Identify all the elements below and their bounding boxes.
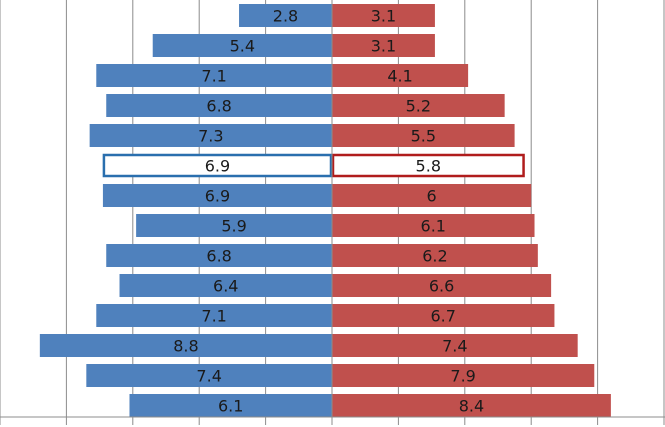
right-bar-value-label: 7.9 [450,367,475,386]
right-bar-value-label: 4.1 [387,67,412,86]
right-bar [332,4,435,27]
right-bar [332,184,532,207]
left-bar [129,394,332,417]
left-bar-value-label: 7.1 [201,307,226,326]
bars: 2.8 3.1 5.4 3.1 7.1 4.1 6.8 5.2 7.3 5.5 6.9 5.8 6.9 6… [39,4,611,417]
left-bar [119,274,333,297]
left-bar [86,364,332,387]
left-bar-highlighted [102,153,333,178]
right-bar-value-label: 7.4 [442,337,467,356]
left-bar-value-label: 5.9 [221,217,246,236]
right-bar [332,64,469,87]
left-bar-value-label: 6.8 [206,247,231,266]
left-bar [106,244,333,267]
left-bar [89,124,332,147]
right-bar-value-label: 5.5 [411,127,436,146]
right-bar [332,274,552,297]
left-bar-value-label: 2.8 [273,7,298,26]
left-bar-value-label: 7.4 [196,367,221,386]
left-bar-value-label: 6.4 [213,277,238,296]
right-bar [332,124,515,147]
left-bar-value-label: 7.1 [201,67,226,86]
right-bar [332,364,595,387]
right-bar [332,94,505,117]
right-bar-highlighted [331,153,525,178]
right-bar [332,34,435,57]
left-bar-value-label: 7.3 [198,127,223,146]
left-bar-value-label: 6.1 [218,397,243,416]
right-bar [332,214,535,237]
left-bar-value-label: 8.8 [173,337,198,356]
left-bar [39,334,333,357]
right-bar-value-label: 3.1 [371,37,396,56]
right-bar [332,304,555,327]
left-bar [102,184,332,207]
right-bar-value-label: 5.8 [416,157,441,176]
right-bar [332,394,611,417]
right-bar [332,244,538,267]
right-bar-value-label: 5.2 [406,97,431,116]
right-bar [332,334,578,357]
left-bar-value-label: 6.9 [205,187,230,206]
right-bar-value-label: 6.1 [421,217,446,236]
right-bar-value-label: 6 [427,187,437,206]
left-bar [239,4,332,27]
left-bar [152,34,332,57]
left-bar [136,214,332,237]
right-bar-value-label: 8.4 [459,397,484,416]
right-bar-value-label: 6.7 [430,307,455,326]
left-bar [106,94,333,117]
left-bar-value-label: 6.8 [206,97,231,116]
left-bar-value-label: 6.9 [205,157,230,176]
right-bar-value-label: 6.6 [429,277,454,296]
left-bar [96,64,332,87]
left-bar [96,304,332,327]
right-bar-value-label: 6.2 [422,247,447,266]
right-bar-value-label: 3.1 [371,7,396,26]
left-bar-value-label: 5.4 [230,37,255,56]
